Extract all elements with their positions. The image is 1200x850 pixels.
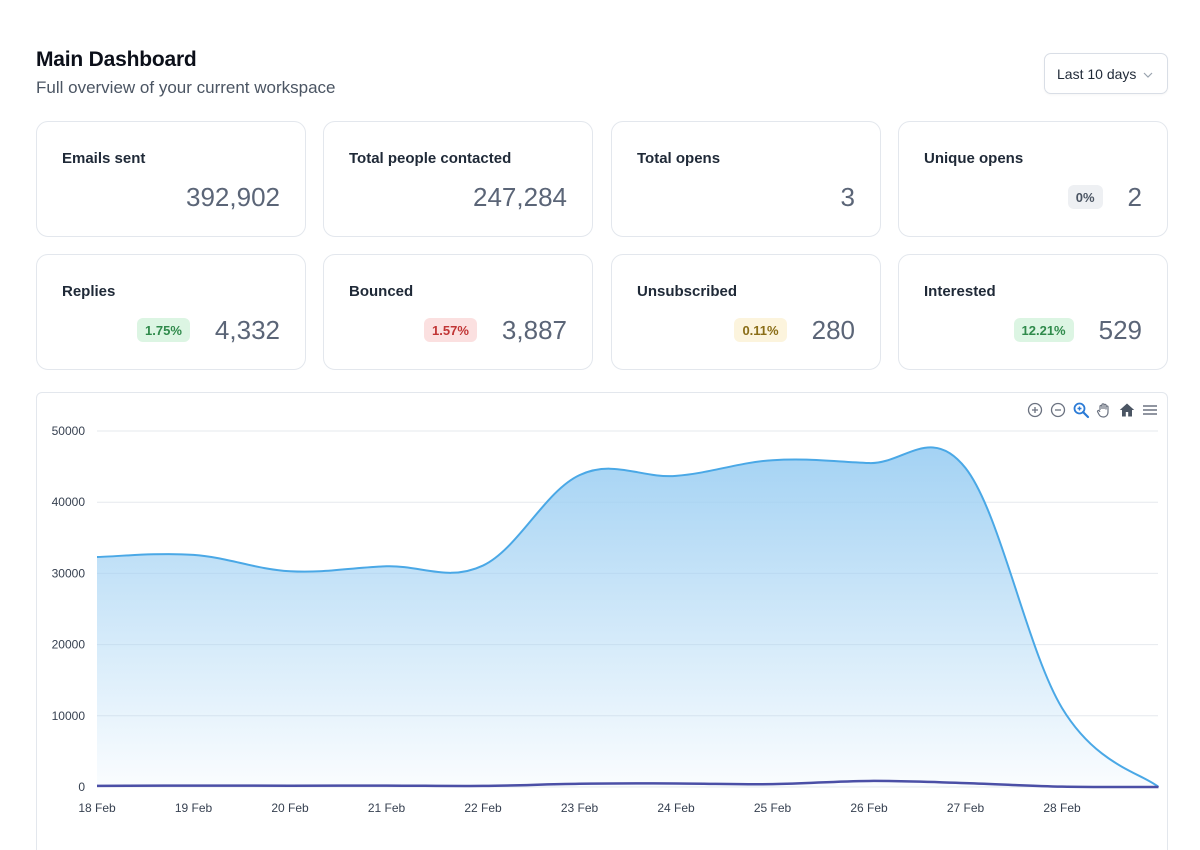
y-tick-label: 50000 bbox=[52, 424, 86, 438]
chevron-down-icon bbox=[1143, 72, 1153, 78]
stat-badge: 0% bbox=[1067, 185, 1103, 209]
x-tick-label: 23 Feb bbox=[561, 801, 599, 815]
stat-card-emails-sent: Emails sent 392,902 bbox=[36, 121, 306, 237]
stat-card-bounced: Bounced 3,887 1.57% bbox=[323, 254, 593, 370]
stat-badge: 1.75% bbox=[137, 318, 190, 342]
stat-label: Interested bbox=[924, 283, 996, 300]
x-tick-label: 18 Feb bbox=[78, 801, 116, 815]
chart-panel: 0 10000 20000 30000 40000 50000 18 Feb 19 Feb 20… bbox=[36, 392, 1168, 850]
area-chart: 0 10000 20000 30000 40000 50000 18 Feb 19 Feb 20… bbox=[52, 424, 1160, 815]
stat-card-total-opens: Total opens 3 bbox=[611, 121, 881, 237]
x-tick-label: 25 Feb bbox=[754, 801, 792, 815]
stat-badge: 1.57% bbox=[424, 318, 477, 342]
x-tick-label: 27 Feb bbox=[947, 801, 985, 815]
y-tick-label: 10000 bbox=[52, 709, 86, 723]
series-1-area bbox=[97, 447, 1159, 787]
stat-value: 280 bbox=[811, 315, 855, 345]
page-title: Main Dashboard bbox=[36, 48, 197, 71]
stat-badge: 12.21% bbox=[1013, 318, 1074, 342]
menu-icon[interactable] bbox=[1141, 401, 1159, 419]
zoom-out-icon[interactable] bbox=[1049, 401, 1067, 419]
series-2-line bbox=[96, 779, 1159, 789]
stat-value: 4,332 bbox=[214, 315, 280, 345]
stat-label: Bounced bbox=[349, 283, 414, 300]
stat-value: 3 bbox=[840, 182, 855, 212]
date-range-select[interactable]: Last 10 days bbox=[1044, 53, 1168, 94]
x-tick-label: 28 Feb bbox=[1043, 801, 1081, 815]
stat-value: 3,887 bbox=[501, 315, 567, 345]
y-tick-label: 30000 bbox=[52, 566, 86, 580]
y-tick-label: 40000 bbox=[52, 495, 86, 509]
chart-toolbar bbox=[1026, 401, 1159, 419]
stat-label: Replies bbox=[62, 283, 116, 300]
x-tick-label: 21 Feb bbox=[368, 801, 406, 815]
page-header: Main Dashboard Full overview of your cur… bbox=[36, 48, 336, 98]
stat-value: 529 bbox=[1098, 315, 1142, 345]
stat-card-interested: Interested 529 12.21% bbox=[898, 254, 1168, 370]
pan-hand-icon[interactable] bbox=[1095, 401, 1113, 419]
stat-card-total-people-contacted: Total people contacted 247,284 bbox=[323, 121, 593, 237]
x-tick-label: 19 Feb bbox=[175, 801, 213, 815]
stat-label: Unique opens bbox=[924, 150, 1024, 167]
x-tick-label: 26 Feb bbox=[850, 801, 888, 815]
selection-zoom-icon[interactable] bbox=[1072, 401, 1090, 419]
page-subtitle: Full overview of your current workspace bbox=[36, 78, 336, 97]
reset-home-icon[interactable] bbox=[1118, 401, 1136, 419]
stat-card-replies: Replies 4,332 1.75% bbox=[36, 254, 306, 370]
x-tick-label: 24 Feb bbox=[657, 801, 695, 815]
stat-value: 392,902 bbox=[186, 182, 280, 212]
stat-card-unique-opens: Unique opens 2 0% bbox=[898, 121, 1168, 237]
stat-label: Total people contacted bbox=[349, 150, 512, 167]
zoom-in-icon[interactable] bbox=[1026, 401, 1044, 419]
x-tick-label: 22 Feb bbox=[464, 801, 502, 815]
series-1-line bbox=[96, 446, 1160, 788]
stat-label: Total opens bbox=[637, 150, 721, 167]
stat-badge: 0.11% bbox=[734, 318, 787, 342]
stat-value: 247,284 bbox=[473, 182, 567, 212]
date-range-value: Last 10 days bbox=[1057, 65, 1137, 82]
stat-label: Unsubscribed bbox=[637, 283, 738, 300]
stat-value: 2 bbox=[1127, 182, 1142, 212]
stat-label: Emails sent bbox=[62, 150, 146, 167]
stat-card-unsubscribed: Unsubscribed 280 0.11% bbox=[611, 254, 881, 370]
x-tick-label: 20 Feb bbox=[271, 801, 309, 815]
y-tick-label: 0 bbox=[78, 780, 85, 794]
y-tick-label: 20000 bbox=[52, 638, 86, 652]
